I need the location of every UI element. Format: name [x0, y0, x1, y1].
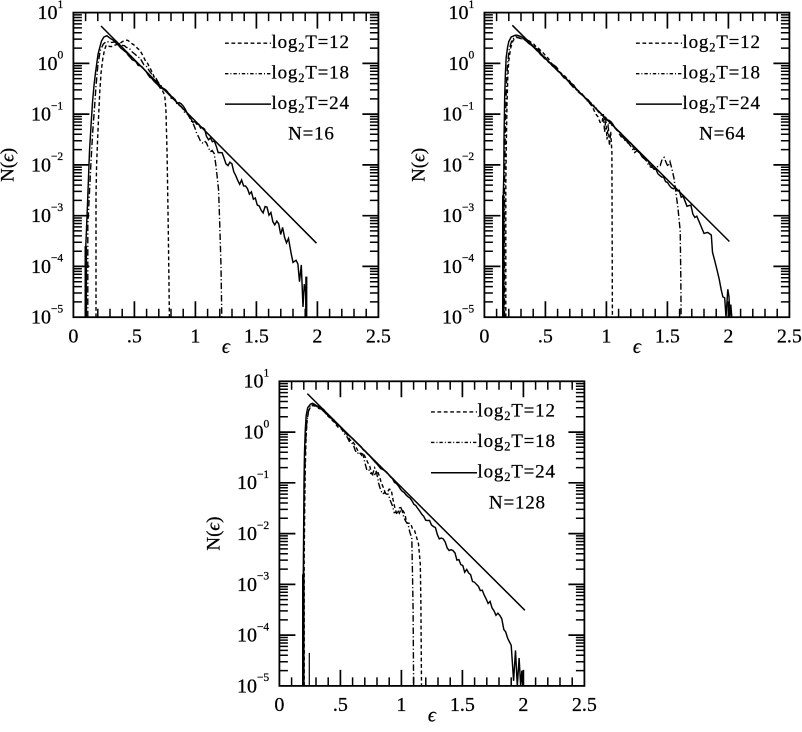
svg-text:ϵ: ϵ [222, 336, 231, 358]
svg-text:0: 0 [68, 325, 78, 347]
svg-text:1.5: 1.5 [450, 694, 475, 716]
svg-text:log2T=18: log2T=18 [683, 63, 761, 85]
svg-text:N(ϵ): N(ϵ) [0, 148, 19, 182]
svg-text:.5: .5 [538, 325, 553, 347]
svg-text:2: 2 [312, 325, 322, 347]
svg-text:1.5: 1.5 [244, 325, 269, 347]
svg-text:ϵ: ϵ [428, 705, 437, 727]
svg-text:2.5: 2.5 [366, 325, 391, 347]
svg-text:log2T=18: log2T=18 [478, 431, 556, 453]
svg-text:2.5: 2.5 [572, 694, 597, 716]
svg-text:N=64: N=64 [699, 124, 746, 145]
svg-text:log2T=24: log2T=24 [478, 462, 556, 484]
svg-text:1: 1 [601, 325, 611, 347]
svg-text:.5: .5 [333, 694, 348, 716]
svg-text:.5: .5 [127, 325, 142, 347]
svg-text:log2T=24: log2T=24 [683, 93, 761, 115]
svg-text:1.5: 1.5 [655, 325, 680, 347]
svg-text:ϵ: ϵ [633, 336, 642, 358]
svg-text:N(ϵ): N(ϵ) [409, 148, 430, 182]
svg-text:log2T=12: log2T=12 [272, 32, 350, 54]
svg-text:N=128: N=128 [489, 492, 546, 513]
svg-text:log2T=18: log2T=18 [272, 63, 350, 85]
svg-text:1: 1 [396, 694, 406, 716]
svg-text:log2T=24: log2T=24 [272, 93, 350, 115]
svg-text:2.5: 2.5 [777, 325, 802, 347]
svg-text:0: 0 [479, 325, 489, 347]
svg-text:1: 1 [190, 325, 200, 347]
svg-text:N=16: N=16 [288, 124, 335, 145]
svg-text:2: 2 [518, 694, 528, 716]
svg-text:2: 2 [723, 325, 733, 347]
svg-text:log2T=12: log2T=12 [478, 401, 556, 423]
svg-text:log2T=12: log2T=12 [683, 32, 761, 54]
svg-text:0: 0 [274, 694, 284, 716]
svg-text:10−1: 10−1 [237, 469, 269, 494]
svg-text:N(ϵ): N(ϵ) [204, 517, 225, 551]
